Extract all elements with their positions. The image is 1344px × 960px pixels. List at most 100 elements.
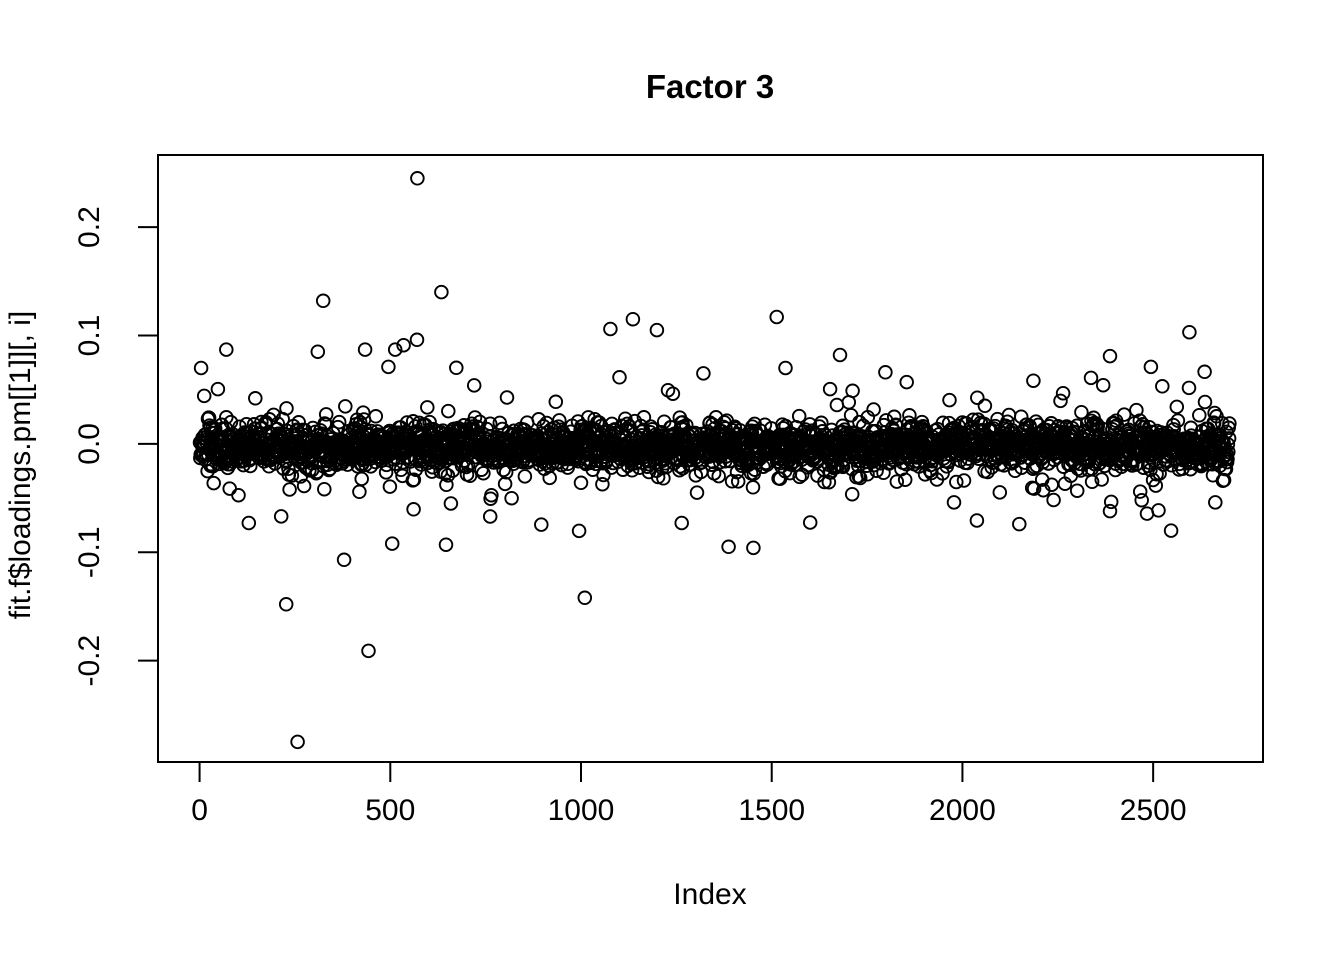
- data-point: [1169, 399, 1185, 415]
- data-point: [970, 390, 985, 405]
- data-point: [721, 539, 736, 555]
- data-point: [844, 486, 860, 502]
- chart-title: Factor 3: [646, 68, 774, 105]
- data-point: [331, 414, 347, 430]
- data-point: [992, 485, 1008, 500]
- data-point: [1046, 492, 1061, 508]
- data-point: [1094, 472, 1109, 487]
- data-point: [534, 517, 549, 532]
- data-point: [542, 470, 557, 486]
- data-point: [897, 472, 913, 487]
- x-tick-label: 1500: [738, 794, 805, 827]
- data-point: [866, 402, 881, 417]
- data-point: [730, 474, 746, 489]
- data-point: [674, 515, 689, 531]
- data-point: [1208, 495, 1223, 510]
- data-point: [889, 474, 905, 489]
- data-point: [636, 410, 652, 425]
- data-point: [745, 480, 761, 495]
- data-point: [899, 374, 914, 390]
- data-point: [1143, 359, 1159, 375]
- x-tick-label: 500: [365, 794, 415, 827]
- x-axis-label: Index: [673, 878, 746, 911]
- data-point: [1025, 461, 1041, 476]
- data-point: [852, 470, 868, 486]
- data-point: [612, 370, 627, 385]
- data-point: [1182, 324, 1197, 340]
- data-point: [441, 403, 456, 419]
- data-point: [778, 360, 793, 376]
- data-point: [1084, 474, 1100, 490]
- x-tick-label: 0: [191, 794, 208, 827]
- data-point: [310, 344, 326, 359]
- data-point: [338, 399, 353, 414]
- data-point: [1069, 483, 1085, 498]
- data-point: [1134, 492, 1149, 508]
- data-point: [792, 469, 807, 485]
- data-point: [219, 342, 234, 357]
- data-point: [1222, 416, 1237, 431]
- data-point: [241, 515, 257, 531]
- data-point: [624, 463, 640, 478]
- data-point: [410, 171, 425, 186]
- data-point: [239, 416, 254, 432]
- data-point: [625, 311, 641, 327]
- data-point: [499, 390, 515, 405]
- data-point: [378, 465, 394, 480]
- data-point: [396, 337, 411, 353]
- data-point: [460, 457, 476, 473]
- data-point: [368, 409, 384, 424]
- data-point: [1197, 364, 1212, 380]
- data-point: [382, 479, 398, 494]
- data-point: [422, 414, 437, 430]
- data-point: [1170, 413, 1186, 428]
- data-point: [439, 477, 454, 493]
- data-point: [210, 381, 226, 397]
- data-point: [290, 734, 305, 750]
- data-point: [1218, 461, 1234, 477]
- data-point: [595, 476, 610, 492]
- data-point: [665, 386, 681, 401]
- data-point: [1055, 385, 1071, 401]
- data-point: [1132, 484, 1148, 499]
- data-point: [649, 322, 665, 338]
- data-point: [650, 469, 666, 485]
- data-point: [248, 391, 263, 406]
- data-point: [822, 381, 838, 397]
- data-point: [361, 643, 376, 659]
- data-point: [1102, 503, 1118, 519]
- data-point: [886, 409, 902, 425]
- data-point: [406, 472, 422, 487]
- data-point: [357, 342, 373, 357]
- data-point: [434, 284, 449, 300]
- data-point: [821, 474, 837, 490]
- data-point: [1163, 523, 1179, 538]
- data-point: [1155, 379, 1170, 394]
- data-point: [548, 394, 564, 410]
- data-point: [689, 485, 705, 500]
- data-point: [443, 496, 459, 511]
- data-point: [193, 360, 209, 376]
- data-point: [296, 478, 312, 494]
- data-point: [711, 468, 726, 484]
- data-point: [406, 502, 421, 517]
- data-point: [851, 469, 866, 484]
- data-point: [462, 468, 478, 484]
- data-point: [449, 360, 464, 376]
- data-point: [354, 471, 369, 487]
- data-point: [278, 597, 294, 612]
- data-point: [942, 392, 957, 408]
- plot-box-and-axes: 0 500 1000 1500 2000 2500 -0.2 -0.1 0.0 0.1 0.2: [73, 154, 1264, 827]
- data-point: [603, 321, 618, 337]
- plot-box: [157, 154, 1264, 763]
- data-point: [466, 378, 482, 393]
- data-point: [504, 490, 519, 506]
- data-point: [384, 536, 400, 551]
- data-point: [869, 463, 884, 478]
- data-point: [802, 515, 818, 530]
- data-point: [196, 388, 212, 404]
- data-point: [1026, 481, 1042, 496]
- data-point: [852, 414, 867, 430]
- data-point: [1220, 437, 1236, 452]
